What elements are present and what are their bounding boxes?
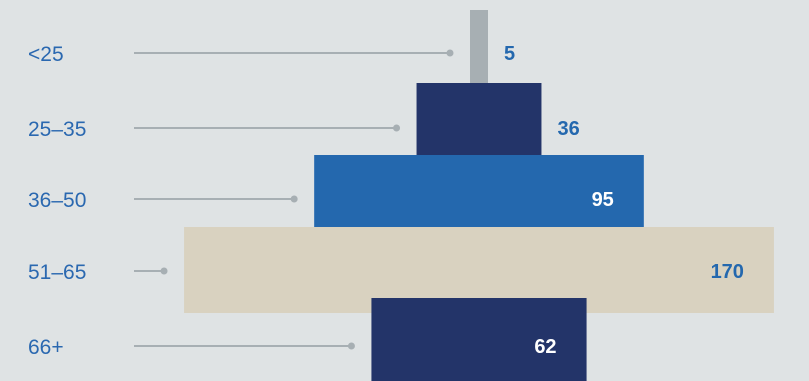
category-label-4: 51–65 bbox=[28, 261, 86, 284]
bar-1 bbox=[470, 10, 488, 98]
bars-layer bbox=[184, 10, 774, 381]
category-label-2: 25–35 bbox=[28, 118, 86, 141]
leader-dot-4 bbox=[160, 267, 168, 275]
bar-5 bbox=[371, 298, 587, 381]
category-label-1: <25 bbox=[28, 43, 64, 66]
value-label-4: 170 bbox=[711, 261, 744, 283]
value-label-3: 95 bbox=[592, 189, 614, 211]
category-labels-layer: <25 25–35 36–50 51–65 66+ bbox=[28, 43, 86, 359]
value-label-1: 5 bbox=[504, 43, 515, 65]
leader-dot-2 bbox=[393, 124, 401, 132]
value-label-2: 36 bbox=[557, 118, 579, 140]
value-label-5: 62 bbox=[534, 336, 556, 358]
leader-dot-1 bbox=[446, 49, 454, 57]
category-label-3: 36–50 bbox=[28, 189, 86, 212]
leader-lines-layer bbox=[134, 49, 454, 350]
leader-dot-5 bbox=[347, 342, 355, 350]
value-labels-layer: 5 36 95 170 62 bbox=[504, 43, 744, 358]
category-label-5: 66+ bbox=[28, 336, 64, 359]
leader-dot-3 bbox=[290, 195, 298, 203]
